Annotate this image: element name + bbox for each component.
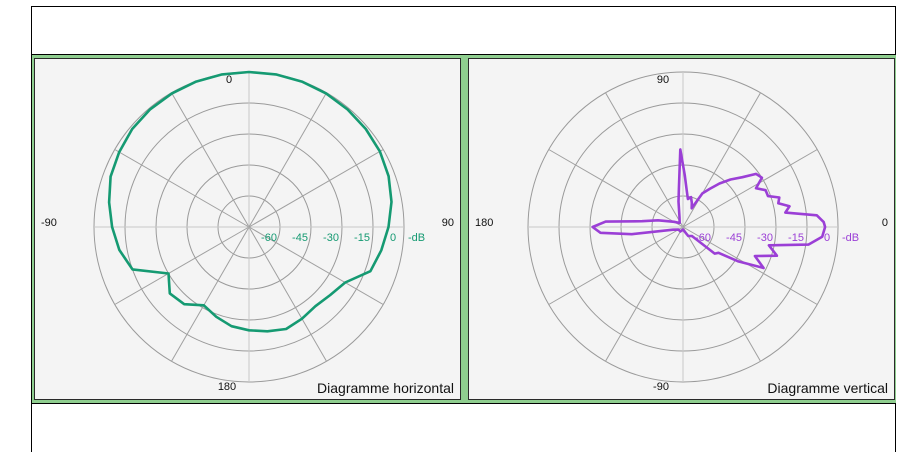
- grid-spoke: [605, 92, 684, 228]
- grid-spoke: [682, 92, 761, 228]
- grid-spoke: [114, 226, 250, 305]
- angle-label-bottom: 180: [218, 381, 236, 393]
- angle-label-bottom: -90: [653, 381, 669, 393]
- radial-tick-label: -30: [323, 232, 339, 244]
- radial-tick-label: -45: [726, 232, 742, 244]
- radial-tick-label: -60: [261, 232, 277, 244]
- vertical-pattern-chart: -60 -45 -30 -15 0 -dB 90 -90 180 0 Diagramme verti…: [475, 71, 888, 396]
- grid-spoke: [682, 226, 761, 362]
- grid-spoke: [248, 226, 327, 362]
- grid-spoke: [605, 226, 684, 362]
- chart-caption: Diagramme vertical: [767, 380, 888, 396]
- bottom-separator: [32, 403, 896, 404]
- angle-label-left: 180: [475, 217, 493, 229]
- grid-spoke: [682, 149, 818, 228]
- grid-spoke: [548, 226, 684, 305]
- vertical-pattern-panel: -60 -45 -30 -15 0 -dB 90 -90 180 0 Diagramme verti…: [468, 58, 895, 400]
- pattern-curve: [591, 148, 827, 270]
- grid-spoke: [248, 226, 384, 305]
- angle-label-top: 90: [657, 74, 669, 86]
- angle-label-top: 0: [226, 74, 232, 86]
- radial-tick-label: -15: [788, 232, 804, 244]
- angle-label-right: 90: [442, 217, 454, 229]
- radial-tick-label: 0: [824, 232, 830, 244]
- grid-spoke: [248, 149, 384, 228]
- grid-spoke: [171, 92, 250, 228]
- grid-spoke: [548, 149, 684, 228]
- radial-tick-label: -15: [354, 232, 370, 244]
- radial-tick-label: -30: [757, 232, 773, 244]
- radial-unit-label: -dB: [408, 232, 425, 244]
- horizontal-pattern-panel: -60 -45 -30 -15 0 -dB 0 180 -90 90 Diagramme horiz…: [34, 58, 461, 400]
- radial-tick-label: -60: [695, 232, 711, 244]
- pattern-curve: [107, 70, 393, 333]
- radial-tick-label: 0: [390, 232, 396, 244]
- radial-tick-label: -45: [292, 232, 308, 244]
- top-separator: [32, 54, 896, 55]
- radial-unit-label: -dB: [842, 232, 859, 244]
- grid-spoke: [248, 92, 327, 228]
- angle-label-right: 0: [882, 217, 888, 229]
- horizontal-pattern-chart: -60 -45 -30 -15 0 -dB 0 180 -90 90 Diagramme horiz…: [41, 70, 454, 396]
- grid-spoke: [114, 149, 250, 228]
- angle-label-left: -90: [41, 217, 57, 229]
- grid-spoke: [171, 226, 250, 362]
- chart-caption: Diagramme horizontal: [317, 380, 454, 396]
